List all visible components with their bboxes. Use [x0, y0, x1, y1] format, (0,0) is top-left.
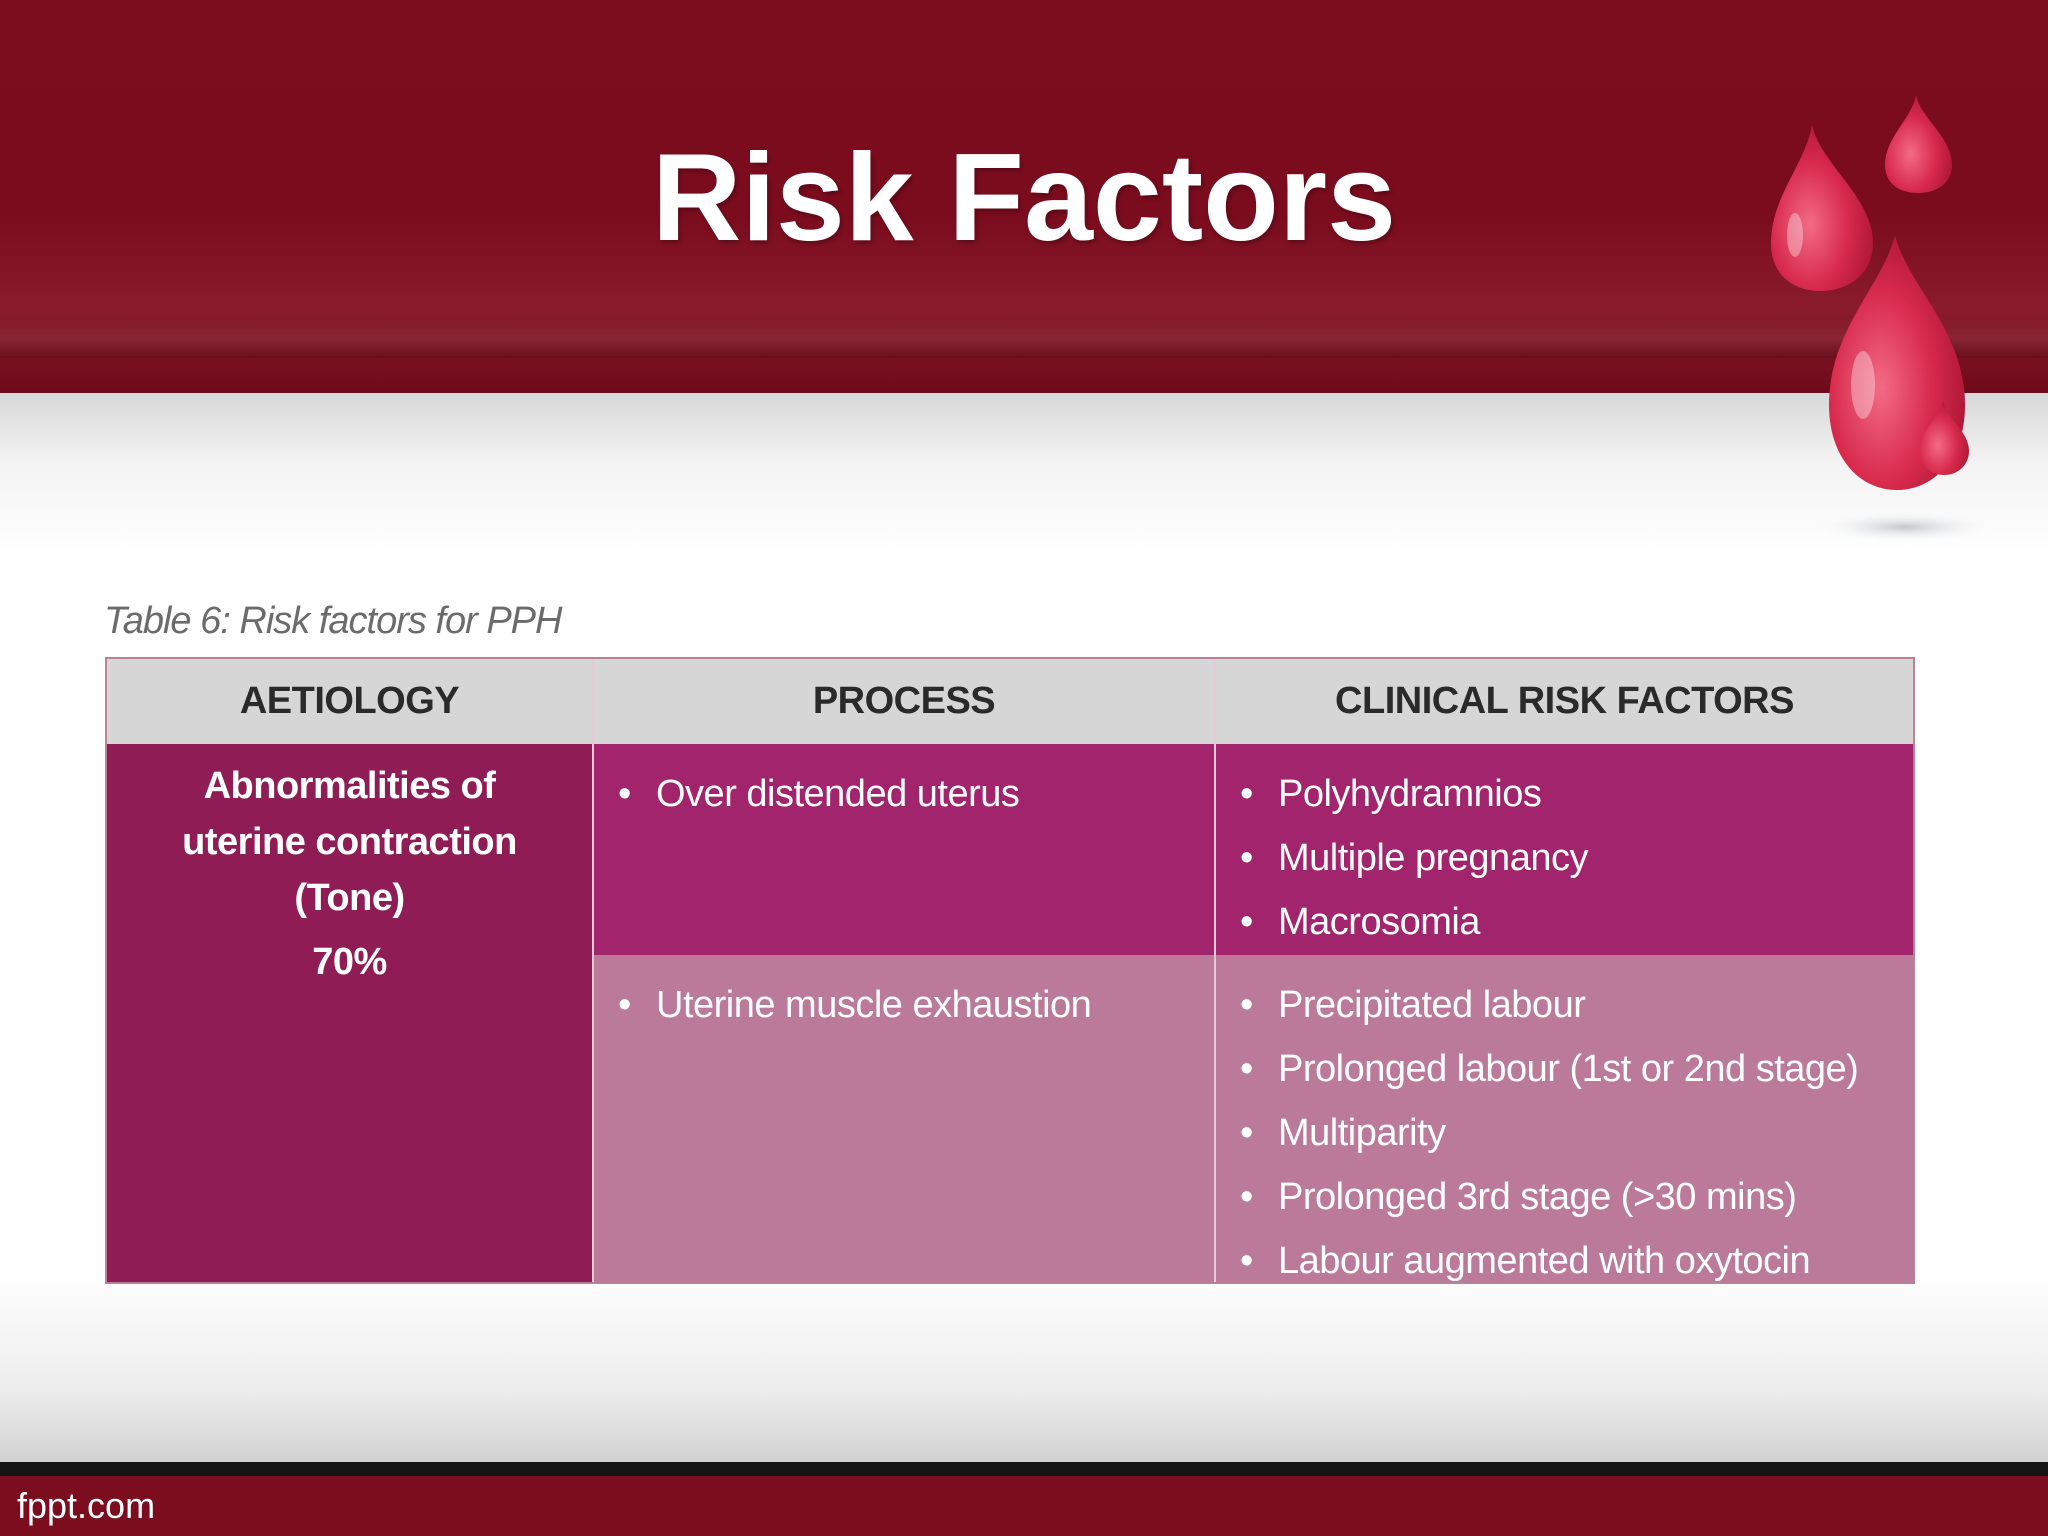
footer-link[interactable]: fppt.com: [17, 1485, 156, 1526]
process-item: Over distended uterus: [618, 762, 1214, 826]
table-caption: Table 6: Risk factors for PPH: [104, 600, 562, 642]
risk-factor-item: Labour augmented with oxytocin: [1240, 1229, 1913, 1293]
slide-footer: [0, 1476, 2048, 1536]
slide-header: [0, 0, 2048, 393]
header-process: PROCESS: [594, 659, 1214, 744]
process-cell: Uterine muscle exhaustion: [594, 955, 1214, 1282]
risk-factor-item: Precipitated labour: [1240, 973, 1913, 1037]
risk-factor-item: Prolonged 3rd stage (>30 mins): [1240, 1165, 1913, 1229]
risk-factors-table: AETIOLOGY PROCESS CLINICAL RISK FACTORS …: [105, 657, 1915, 1293]
footer-divider: [0, 1462, 2048, 1476]
page-title: Risk Factors: [651, 129, 1397, 267]
risk-factor-item: Macrosomia: [1240, 890, 1913, 954]
aetiology-line: uterine contraction: [182, 821, 517, 863]
header-clinical-risk-factors: CLINICAL RISK FACTORS: [1216, 659, 1913, 744]
header-shine: [0, 318, 2048, 358]
blood-drops-icon: [1771, 95, 2000, 543]
column-divider: [592, 659, 594, 1282]
process-item: Uterine muscle exhaustion: [618, 973, 1214, 1037]
risk-factor-item: Prolonged labour (1st or 2nd stage): [1240, 1037, 1913, 1101]
aetiology-cell: Abnormalities of uterine contraction (To…: [107, 744, 592, 1282]
aetiology-line: (Tone): [294, 877, 405, 919]
process-cell: Over distended uterus: [594, 744, 1214, 955]
clinical-factors-cell: Polyhydramnios Multiple pregnancy Macros…: [1216, 744, 1913, 955]
risk-factor-item: Multiple pregnancy: [1240, 826, 1913, 890]
risk-factor-item: Multiparity: [1240, 1101, 1913, 1165]
aetiology-line: Abnormalities of: [203, 765, 496, 807]
header-aetiology: AETIOLOGY: [107, 659, 592, 744]
column-divider: [1214, 659, 1216, 1282]
aetiology-percent: 70%: [312, 941, 387, 983]
risk-factor-item: Polyhydramnios: [1240, 762, 1913, 826]
clinical-factors-cell: Precipitated labour Prolonged labour (1s…: [1216, 955, 1913, 1293]
